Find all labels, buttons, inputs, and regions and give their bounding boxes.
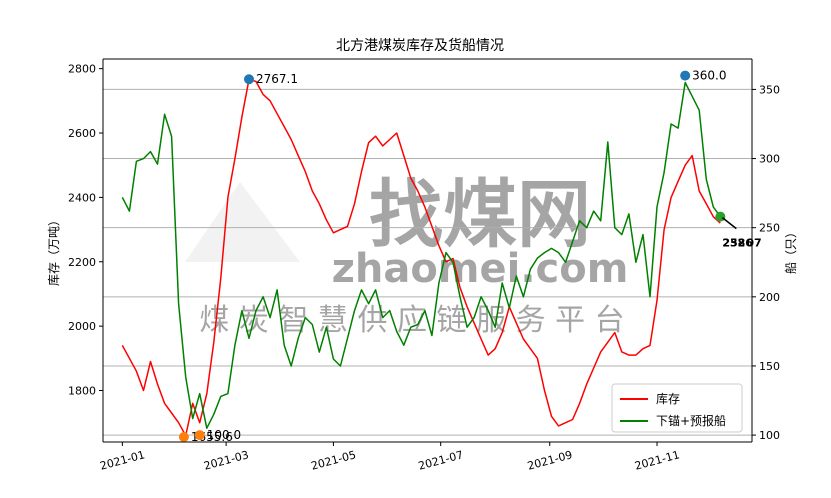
min-marker-stock <box>178 431 189 442</box>
watermark-main: 找煤网 <box>369 172 591 258</box>
left-tick-label: 2800 <box>68 63 96 76</box>
right-axis-label: 船（只） <box>784 226 798 274</box>
left-tick-label: 2000 <box>68 320 96 333</box>
legend-label-1: 下锚+预报船 <box>656 413 726 428</box>
x-tick-label: 2021-05 <box>310 448 358 472</box>
series-line-0 <box>121 78 721 437</box>
last-label-ships: 258 <box>722 237 745 250</box>
x-tick-label: 2021-07 <box>417 448 465 472</box>
max-marker-ships <box>680 70 691 81</box>
left-tick-label: 2200 <box>68 256 96 269</box>
max-marker-stock-label: 2767.1 <box>256 72 298 86</box>
last-label-stock: 2326 <box>722 237 753 250</box>
x-tick-label: 2021-09 <box>526 448 574 472</box>
right-tick-label: 250 <box>759 222 780 235</box>
x-tick-label: 2021-11 <box>633 448 681 472</box>
legend-label-0: 库存 <box>656 391 680 406</box>
chart-title: 北方港煤炭库存及货船情况 <box>336 37 504 54</box>
x-tick-label: 2021-03 <box>202 448 250 472</box>
watermark-slogan: 煤 炭 智 慧 供 应 链 服 务 平 台 <box>199 303 624 338</box>
last-marker <box>715 211 726 222</box>
last-label-suffix: 07 <box>746 237 761 250</box>
right-tick-label: 300 <box>759 153 780 166</box>
right-tick-label: 200 <box>759 291 780 304</box>
left-tick-label: 1800 <box>68 385 96 398</box>
right-tick-label: 100 <box>759 429 780 442</box>
watermark-domain: zhaomei.com <box>332 246 629 292</box>
last-arrow <box>721 217 737 230</box>
left-axis-label: 库存（万吨） <box>46 214 61 286</box>
min-marker-ships-label: 100.0 <box>207 428 241 442</box>
series-layer <box>121 78 721 437</box>
right-tick-label: 350 <box>759 83 780 96</box>
left-tick-label: 2400 <box>68 191 96 204</box>
watermark-logo <box>185 182 300 262</box>
max-marker-ships-label: 360.0 <box>692 69 726 83</box>
left-tick-label: 2600 <box>68 127 96 140</box>
right-tick-label: 150 <box>759 360 780 373</box>
min-marker-ships <box>194 430 205 441</box>
x-tick-label: 2021-01 <box>99 448 147 472</box>
max-marker-stock <box>243 74 254 85</box>
series-line-1 <box>121 81 721 429</box>
